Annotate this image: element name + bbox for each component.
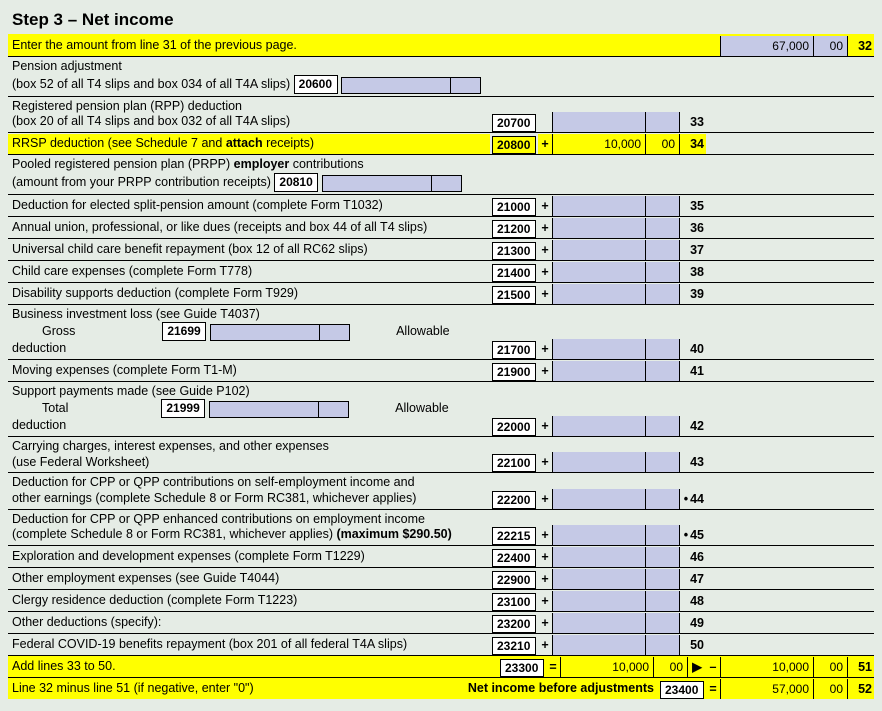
row-rrsp: RRSP deduction (see Schedule 7 and attac…	[8, 132, 874, 154]
code-21300: 21300	[492, 242, 536, 260]
field-21500[interactable]	[552, 284, 646, 304]
row-23100: Clergy residence deduction (complete For…	[8, 589, 874, 611]
lineno-34: 34	[680, 134, 706, 154]
field-21200[interactable]	[552, 218, 646, 238]
code-20700: 20700	[492, 114, 536, 132]
desc-prpp: Pooled registered pension plan (PRPP) em…	[8, 155, 538, 194]
field-23210[interactable]	[552, 635, 646, 655]
code-23200: 23200	[492, 615, 536, 633]
step-title: Step 3 – Net income	[8, 6, 874, 34]
code-20600: 20600	[294, 75, 338, 94]
desc-support: Support payments made (see Guide P102) T…	[8, 382, 490, 436]
row-21900: Moving expenses (complete Form T1-M) 219…	[8, 359, 874, 381]
field-21699[interactable]	[210, 324, 320, 341]
row-support: Support payments made (see Guide P102) T…	[8, 381, 874, 436]
row-23200: Other deductions (specify): 23200 + 49 +…	[8, 611, 874, 633]
code-23210: 23210	[492, 637, 536, 655]
field-21700[interactable]	[552, 339, 646, 359]
code-23300: 23300	[500, 659, 544, 677]
row-prpp: Pooled registered pension plan (PRPP) em…	[8, 154, 874, 194]
field-21300[interactable]	[552, 240, 646, 260]
row-21500: Disability supports deduction (complete …	[8, 282, 874, 304]
row-21400: Child care expenses (complete Form T778)…	[8, 260, 874, 282]
code-21699: 21699	[162, 322, 206, 341]
field-21999[interactable]	[209, 401, 319, 418]
field-23200[interactable]	[552, 613, 646, 633]
field-21900[interactable]	[552, 361, 646, 381]
field-22900[interactable]	[552, 569, 646, 589]
code-21700: 21700	[492, 341, 536, 359]
code-22200: 22200	[492, 491, 536, 509]
lineno-32: 32	[848, 36, 874, 56]
amt-32[interactable]: 67,000	[720, 36, 814, 56]
code-23100: 23100	[492, 593, 536, 611]
code-22400: 22400	[492, 549, 536, 567]
net-income-label: Net income before adjustments	[468, 681, 654, 697]
code-22100: 22100	[492, 454, 536, 472]
code-21999: 21999	[161, 399, 205, 418]
field-20800-cents: 00	[646, 134, 680, 154]
row-23300: Add lines 33 to 50. 23300 = 10,000 00 ▶ …	[8, 655, 874, 677]
row-21300: Universal child care benefit repayment (…	[8, 238, 874, 260]
lineno-45: 45	[680, 525, 706, 545]
field-23400[interactable]: 57,000	[720, 679, 814, 699]
field-23300-b[interactable]: 10,000	[720, 657, 814, 677]
field-23100[interactable]	[552, 591, 646, 611]
row-22900: Other employment expenses (see Guide T40…	[8, 567, 874, 589]
code-21900: 21900	[492, 363, 536, 381]
code-20800: 20800	[492, 136, 536, 154]
code-22215: 22215	[492, 527, 536, 545]
field-22215[interactable]	[552, 525, 646, 545]
code-20810: 20810	[274, 173, 318, 192]
row-21200: Annual union, professional, or like dues…	[8, 216, 874, 238]
row-rpp: Registered pension plan (RPP) deduction …	[8, 96, 874, 132]
field-23300-a[interactable]: 10,000	[560, 657, 654, 677]
code-22000: 22000	[492, 418, 536, 436]
desc-pension-adj: Pension adjustment (box 52 of all T4 sli…	[8, 57, 538, 96]
code-21000: 21000	[492, 198, 536, 216]
field-22100[interactable]	[552, 452, 646, 472]
desc-rpp: Registered pension plan (RPP) deduction …	[8, 97, 490, 132]
field-21400[interactable]	[552, 262, 646, 282]
desc-line-32: Enter the amount from line 31 of the pre…	[8, 36, 538, 56]
code-21200: 21200	[492, 220, 536, 238]
field-22200[interactable]	[552, 489, 646, 509]
row-line-32: Enter the amount from line 31 of the pre…	[8, 34, 874, 56]
field-20800[interactable]: 10,000	[552, 134, 646, 154]
field-21000[interactable]	[552, 196, 646, 216]
row-22215: Deduction for CPP or QPP enhanced contri…	[8, 509, 874, 545]
row-22400: Exploration and development expenses (co…	[8, 545, 874, 567]
desc-rrsp: RRSP deduction (see Schedule 7 and attac…	[8, 134, 490, 154]
lineno-33: 33	[680, 112, 706, 132]
row-21000: Deduction for elected split-pension amou…	[8, 194, 874, 216]
row-23400: Line 32 minus line 51 (if negative, ente…	[8, 677, 874, 699]
row-pension-adjustment: Pension adjustment (box 52 of all T4 sli…	[8, 56, 874, 96]
field-20810[interactable]	[322, 175, 432, 192]
field-22400[interactable]	[552, 547, 646, 567]
field-20600[interactable]	[341, 77, 451, 94]
code-23400: 23400	[660, 681, 704, 699]
row-23210: Federal COVID-19 benefits repayment (box…	[8, 633, 874, 655]
lineno-44: 44	[680, 489, 706, 509]
field-20700[interactable]	[552, 112, 646, 132]
field-22000[interactable]	[552, 416, 646, 436]
amt-32-cents: 00	[814, 36, 848, 56]
arrow-icon: ▶	[688, 657, 706, 677]
row-22100: Carrying charges, interest expenses, and…	[8, 436, 874, 472]
row-22200: Deduction for CPP or QPP contributions o…	[8, 472, 874, 508]
desc-bil: Business investment loss (see Guide T403…	[8, 305, 490, 359]
code-22900: 22900	[492, 571, 536, 589]
row-bil: Business investment loss (see Guide T403…	[8, 304, 874, 359]
code-21400: 21400	[492, 264, 536, 282]
code-21500: 21500	[492, 286, 536, 304]
